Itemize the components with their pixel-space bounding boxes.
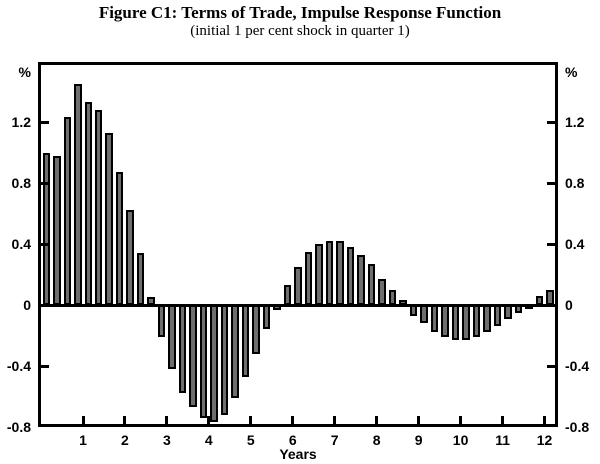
y-tick-label-left: 0.8: [11, 175, 31, 191]
x-tick-mark: [81, 416, 85, 424]
x-tick-mark: [417, 416, 421, 424]
bar: [441, 305, 449, 337]
bar: [42, 152, 50, 305]
zero-line: [41, 303, 555, 307]
x-tick-label: 2: [120, 432, 129, 448]
y-tick-mark-right: [547, 242, 555, 246]
bar: [430, 305, 439, 333]
bar: [462, 305, 470, 341]
x-tick-label: 4: [204, 432, 213, 448]
bar: [115, 172, 124, 305]
bar: [74, 83, 82, 305]
y-tick-mark-left: [41, 242, 49, 246]
x-tick-label: 1: [79, 432, 87, 448]
x-tick-mark: [333, 416, 337, 424]
figure-title: Figure C1: Terms of Trade, Impulse Respo…: [98, 3, 502, 22]
bar: [420, 305, 428, 324]
bar: [136, 253, 145, 306]
bar: [378, 279, 386, 305]
x-tick-mark: [543, 416, 546, 424]
bar: [493, 305, 502, 327]
y-tick-label-right: 0: [565, 297, 573, 313]
bar: [367, 263, 376, 305]
bar: [210, 305, 218, 423]
y-tick-label-left: 0: [23, 297, 31, 313]
x-tick-mark: [165, 416, 169, 424]
bar: [336, 240, 344, 305]
bar: [252, 305, 260, 354]
bar: [105, 132, 113, 305]
y-tick-label-left: -0.4: [6, 358, 31, 374]
x-tick-mark: [501, 416, 505, 424]
x-tick-label: 6: [288, 432, 297, 448]
percent-label-right: %: [565, 64, 578, 80]
bar: [220, 305, 229, 415]
bar: [346, 247, 355, 306]
y-tick-label-right: 1.2: [565, 114, 585, 130]
y-tick-label-right: -0.4: [565, 358, 590, 374]
bar: [315, 244, 323, 305]
bar: [472, 305, 481, 337]
x-tick-mark: [291, 416, 295, 424]
percent-label-left: %: [18, 64, 31, 80]
x-tick-label: 12: [536, 432, 553, 448]
x-tick-mark: [249, 416, 253, 424]
x-tick-label: 3: [162, 432, 171, 448]
bar: [304, 251, 313, 305]
bar: [126, 210, 134, 305]
bar: [241, 305, 250, 377]
bar: [53, 155, 61, 305]
y-tick-label-right: 0.8: [565, 175, 585, 191]
bar: [504, 305, 512, 319]
figure-subtitle: (initial 1 per cent shock in quarter 1): [190, 23, 410, 39]
x-tick-label: 9: [414, 432, 423, 448]
y-tick-mark-right: [547, 364, 555, 368]
bar: [325, 240, 334, 305]
y-tick-label-left: 1.2: [11, 114, 31, 130]
y-tick-label-left: 0.4: [11, 236, 31, 252]
bar: [483, 305, 491, 333]
bar: [409, 305, 418, 316]
x-axis-title: Years: [279, 446, 317, 462]
bar: [189, 305, 197, 408]
bar: [199, 305, 208, 418]
x-tick-mark: [123, 416, 127, 424]
x-tick-label: 11: [495, 432, 510, 448]
x-tick-mark: [207, 416, 211, 424]
bar: [84, 102, 92, 305]
x-tick-label: 8: [372, 432, 381, 448]
x-tick-mark: [459, 416, 463, 424]
bar: [157, 305, 166, 337]
bar: [451, 305, 460, 341]
x-tick-label: 7: [330, 432, 339, 448]
x-tick-label: 10: [452, 432, 469, 448]
bar: [63, 117, 71, 305]
bar: [283, 285, 292, 305]
y-tick-mark-left: [41, 120, 49, 124]
bar: [168, 305, 176, 369]
y-tick-mark-right: [547, 181, 555, 185]
y-tick-label-right: -0.8: [565, 419, 590, 435]
bar: [294, 266, 302, 305]
y-tick-mark-left: [41, 181, 49, 185]
plot-area: [38, 62, 558, 427]
y-tick-label-right: 0.4: [565, 236, 585, 252]
y-tick-mark-left: [41, 364, 49, 368]
bar: [357, 254, 365, 305]
bar: [262, 305, 271, 330]
y-tick-mark-right: [547, 120, 555, 124]
y-tick-label-left: -0.8: [6, 419, 31, 435]
x-tick-mark: [375, 416, 379, 424]
x-tick-label: 5: [246, 432, 255, 448]
bar: [231, 305, 239, 398]
bar: [94, 109, 103, 305]
bars-layer: [41, 65, 555, 424]
bar: [178, 305, 187, 394]
